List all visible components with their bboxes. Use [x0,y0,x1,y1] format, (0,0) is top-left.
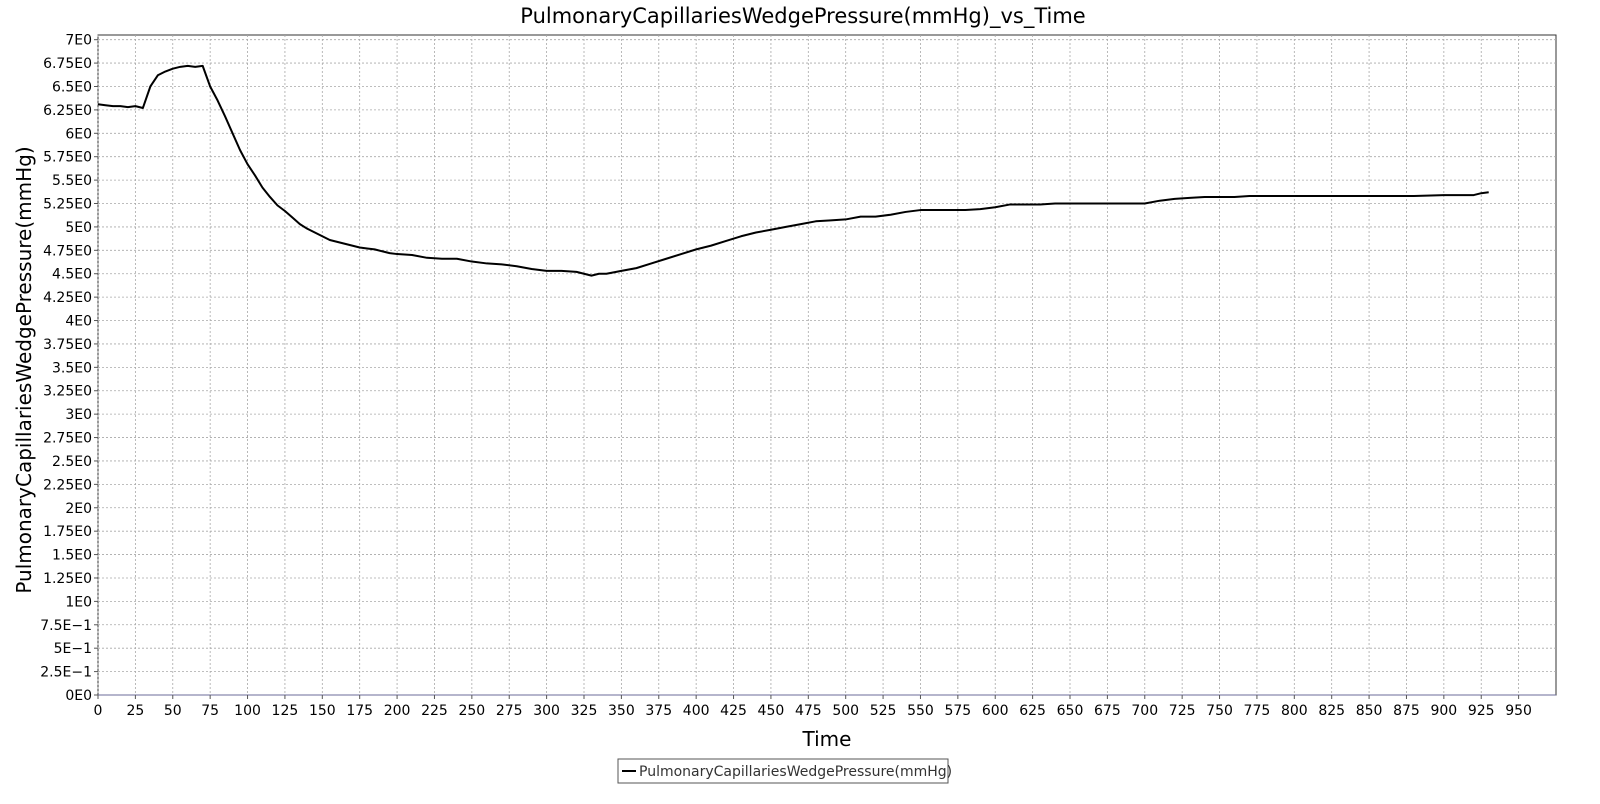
x-tick-label: 650 [1057,703,1084,719]
y-tick-label: 2.5E0 [52,454,92,470]
x-tick-label: 450 [758,703,785,719]
y-tick-label: 4E0 [65,314,92,330]
legend-label: PulmonaryCapillariesWedgePressure(mmHg) [639,764,952,780]
x-tick-label: 500 [832,703,859,719]
x-tick-label: 325 [571,703,598,719]
x-tick-label: 350 [608,703,635,719]
x-tick-label: 425 [720,703,747,719]
x-tick-label: 475 [795,703,822,719]
plot-area [97,34,1557,696]
series-line [97,64,1489,277]
y-tick-label: 7E0 [65,33,92,49]
y-tick-label: 4.25E0 [43,290,92,306]
x-axis-label: Time [802,727,852,751]
legend: PulmonaryCapillariesWedgePressure(mmHg) [617,758,952,784]
x-tick-label: 250 [458,703,485,719]
y-tick-label: 6E0 [65,126,92,142]
y-tick-label: 4.5E0 [52,267,92,283]
x-tick-label: 575 [944,703,971,719]
y-tick-label: 0E0 [65,688,92,704]
y-tick-label: 6.25E0 [43,103,92,119]
y-tick-label: 5E−1 [54,641,92,657]
y-tick-label: 2.25E0 [43,477,92,493]
x-tick-label: 375 [645,703,672,719]
x-tick-label: 925 [1468,703,1495,719]
x-tick-label: 825 [1318,703,1345,719]
y-tick-label: 4.75E0 [43,243,92,259]
y-tick-label: 6.5E0 [52,79,92,95]
axes: 0E0 2.5E−1 5E−1 7.5E−1 1E0 1.25E0 1.5E0 1.75E0 2… [40,33,1532,719]
x-tick-label: 25 [126,703,144,719]
x-tick-label: 900 [1430,703,1457,719]
x-tick-label: 200 [384,703,411,719]
y-tick-label: 3.25E0 [43,384,92,400]
x-tick-label: 875 [1393,703,1420,719]
y-tick-label: 7.5E−1 [40,618,92,634]
x-tick-label: 225 [421,703,448,719]
y-tick-label: 5.25E0 [43,197,92,213]
x-tick-label: 675 [1094,703,1121,719]
y-tick-label: 5.5E0 [52,173,92,189]
y-tick-label: 2E0 [65,501,92,517]
y-tick-label: 1.25E0 [43,571,92,587]
x-tick-label: 100 [234,703,261,719]
y-tick-label: 1.5E0 [52,548,92,564]
x-tick-label: 300 [533,703,560,719]
x-tick-label: 75 [201,703,219,719]
y-tick-label: 2.5E−1 [40,665,92,681]
x-tick-label: 725 [1169,703,1196,719]
x-tick-label: 775 [1244,703,1271,719]
x-tick-label: 175 [346,703,373,719]
grid [97,35,1556,696]
x-tick-label: 625 [1019,703,1046,719]
x-tick-label: 275 [496,703,523,719]
x-tick-label: 850 [1356,703,1383,719]
x-tick-label: 125 [272,703,299,719]
x-tick-label: 800 [1281,703,1308,719]
y-tick-label: 2.75E0 [43,431,92,447]
x-tick-label: 400 [683,703,710,719]
x-tick-label: 550 [907,703,934,719]
x-tick-label: 525 [870,703,897,719]
series-layer [97,64,1489,277]
x-tick-label: 600 [982,703,1009,719]
y-tick-label: 1E0 [65,594,92,610]
x-tick-label: 150 [309,703,336,719]
legend-box [617,758,949,784]
x-tick-label: 700 [1131,703,1158,719]
x-tick-label: 750 [1206,703,1233,719]
y-tick-label: 3E0 [65,407,92,423]
x-tick-label: 950 [1505,703,1532,719]
y-tick-label: 6.75E0 [43,56,92,72]
y-tick-label: 3.5E0 [52,360,92,376]
y-axis-label: PulmonaryCapillariesWedgePressure(mmHg) [12,146,36,593]
y-tick-label: 1.75E0 [43,524,92,540]
x-tick-label: 0 [94,703,103,719]
x-tick-label: 50 [164,703,182,719]
y-tick-label: 3.75E0 [43,337,92,353]
y-tick-label: 5E0 [65,220,92,236]
chart-title: PulmonaryCapillariesWedgePressure(mmHg)_… [520,4,1085,29]
y-tick-label: 5.75E0 [43,150,92,166]
